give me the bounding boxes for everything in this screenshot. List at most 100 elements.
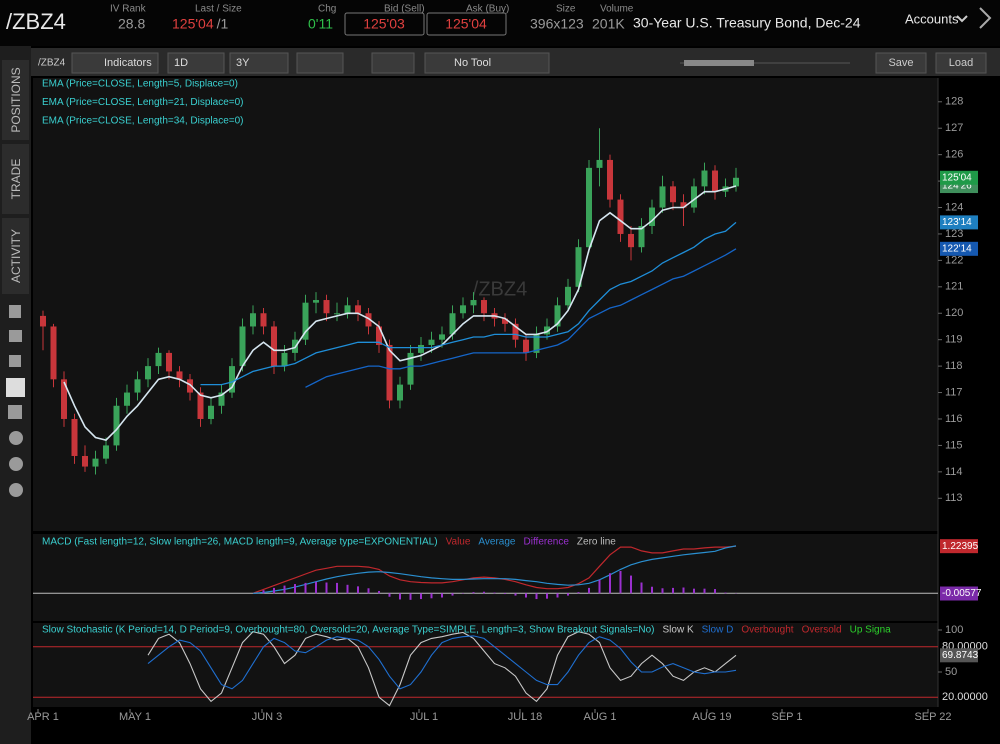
range-select[interactable] [229, 52, 289, 74]
tab[interactable] [2, 60, 29, 140]
study-label: EMA (Price=CLOSE, Length=21, Displace=0) [42, 97, 244, 108]
tab[interactable] [2, 144, 29, 214]
ema-line [63, 185, 737, 441]
candle-body [187, 379, 193, 393]
price-tag: 124'26 [942, 181, 972, 192]
stochastic-line [147, 631, 737, 707]
histogram-bar [693, 588, 695, 594]
style-button[interactable] [296, 52, 344, 74]
aggregation-label[interactable]: 1D [174, 57, 188, 69]
side-icons[interactable] [6, 305, 25, 497]
histogram-bar [556, 593, 559, 598]
side-tab-label[interactable]: TRADE [9, 159, 23, 200]
bid-box[interactable] [344, 12, 425, 36]
drawing-button[interactable] [371, 52, 415, 74]
tool-label[interactable]: No Tool [454, 57, 491, 69]
histogram-bar [640, 582, 643, 594]
range-label[interactable]: 3Y [236, 57, 250, 69]
price-tag-bg [940, 215, 978, 230]
candle-body [260, 313, 267, 327]
quote-label: Size [556, 4, 576, 15]
quote-label: Volume [600, 4, 634, 15]
histogram-bar [430, 593, 433, 599]
side-tab-label[interactable]: POSITIONS [9, 67, 23, 132]
load-label[interactable]: Load [949, 57, 973, 69]
histogram-bar [651, 586, 653, 594]
histogram-bar [483, 591, 485, 594]
histogram-bar [304, 582, 307, 594]
zoom-thumb[interactable] [684, 60, 754, 66]
quote-value: 125'04 [172, 16, 214, 32]
histogram-bar [661, 588, 664, 594]
candle-body [113, 405, 120, 446]
y-tick-label: 127 [945, 122, 963, 134]
histogram-bar [546, 593, 548, 599]
x-tick-label: SEP 22 [914, 711, 951, 723]
macd-tag-bg [940, 586, 978, 601]
histogram-bar [525, 593, 527, 598]
histogram-bar [514, 593, 517, 596]
x-tick-label: JUL 1 [410, 711, 438, 723]
indicators-label[interactable]: Indicators [104, 57, 152, 69]
candle-body [617, 199, 624, 234]
histogram-bar [609, 573, 611, 594]
candle-body [512, 323, 519, 340]
accounts-button[interactable]: Accounts [905, 11, 959, 26]
symbol: /ZBZ4 [6, 9, 66, 34]
candle-body [271, 326, 277, 367]
legend-entry: Slow D [702, 625, 734, 636]
candle-body [239, 326, 246, 367]
y-tick-label: 123 [945, 228, 963, 240]
candle-body [460, 305, 466, 314]
histogram-bar [493, 592, 496, 594]
save-label[interactable]: Save [888, 57, 913, 69]
histogram-bar [367, 588, 370, 594]
panel-title: Slow Stochastic (K Period=14, D Period=9… [42, 625, 655, 636]
candle-body [586, 167, 592, 248]
accounts-chevron[interactable] [956, 15, 968, 23]
candle-body [449, 313, 456, 335]
x-tick-label: JUL 18 [508, 711, 542, 723]
side-tab-label[interactable]: ACTIVITY [9, 229, 23, 283]
plot-layer [33, 545, 938, 600]
histogram-bar [619, 570, 622, 594]
candle-body [176, 371, 183, 380]
indicators-button[interactable] [71, 52, 159, 74]
macd-tag: -0.00577 [942, 588, 982, 599]
candle-body [638, 226, 645, 248]
tab[interactable] [2, 218, 29, 294]
ask-box[interactable] [426, 12, 507, 36]
candle-body [40, 315, 46, 327]
candle-body [544, 326, 550, 335]
candle-body [628, 233, 634, 248]
price-tag: 123'14 [942, 217, 972, 228]
ema-line [200, 221, 737, 386]
save-button[interactable] [875, 52, 927, 74]
x-tick-label: MAY 1 [119, 711, 151, 723]
histogram-bar [283, 585, 286, 594]
candle-body [428, 339, 435, 345]
legend-entry: Average [478, 537, 516, 548]
histogram-bar [357, 586, 359, 594]
histogram-bar [472, 592, 475, 594]
candle-body [355, 305, 361, 314]
y-tick-label: 121 [945, 281, 963, 293]
load-button[interactable] [935, 52, 987, 74]
candle-body [281, 352, 288, 367]
study-label: EMA (Price=CLOSE, Length=34, Displace=0) [42, 116, 244, 127]
candle-body [502, 318, 508, 324]
histogram-bar [420, 593, 422, 600]
candle-body [218, 392, 225, 406]
histogram-bar [273, 587, 275, 594]
candle-body [397, 384, 403, 401]
macd-line [252, 545, 737, 594]
histogram-bar [451, 593, 454, 596]
candle-body [596, 159, 603, 168]
tool-select[interactable] [424, 52, 550, 74]
histogram-bar [577, 592, 580, 594]
toolbar-symbol[interactable]: /ZBZ4 [38, 58, 66, 69]
histogram-bar [588, 587, 590, 594]
aggregation-select[interactable] [167, 52, 225, 74]
collapse-arrow[interactable] [979, 7, 992, 29]
